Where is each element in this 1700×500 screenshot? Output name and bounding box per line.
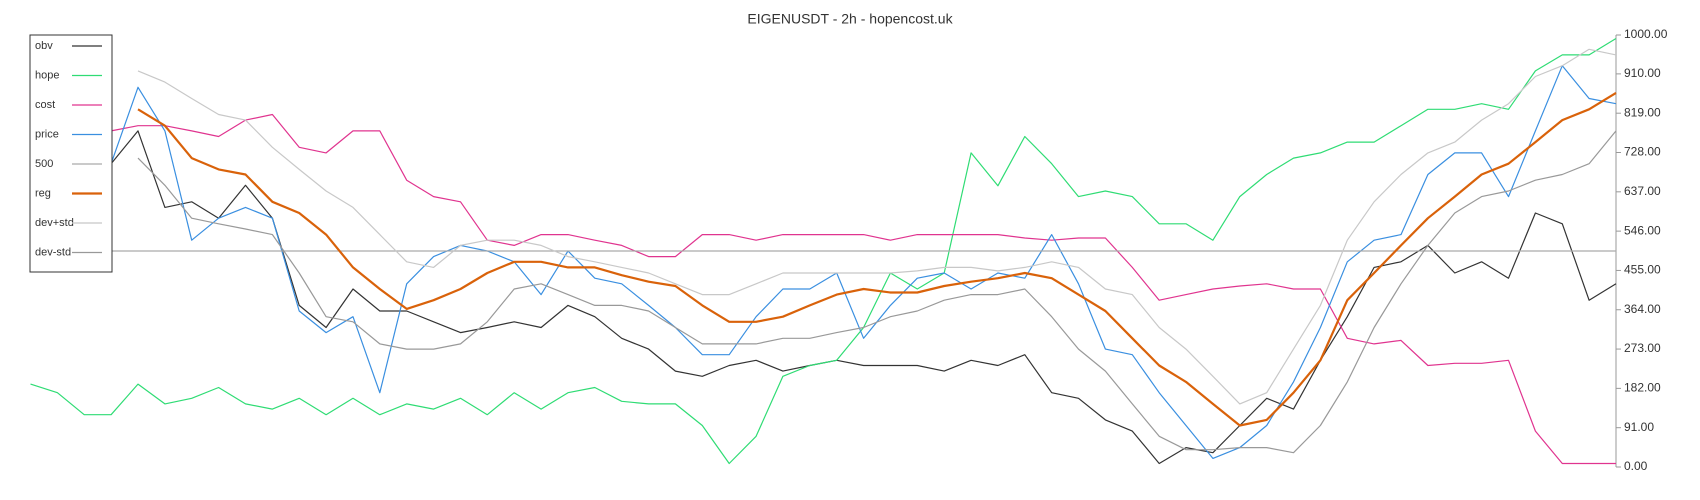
legend-label: cost [35,99,55,111]
series-line [30,37,1617,465]
series-line [137,130,1617,454]
legend-label: hope [35,69,59,81]
y-tick-label: 910.00 [1624,66,1661,80]
y-tick-label: 728.00 [1624,145,1661,159]
series-line [110,113,1616,465]
legend-label: dev+std [35,217,74,229]
y-tick-label: 455.00 [1624,263,1661,277]
series-line [110,65,1617,459]
legend-label: obv [35,40,53,52]
y-tick-label: 91.00 [1624,420,1654,434]
legend-box [29,34,113,273]
y-tick-label: 0.00 [1624,459,1648,473]
y-tick-label: 819.00 [1624,105,1661,119]
legend-label: 500 [35,158,53,170]
legend-label: dev-std [35,246,71,258]
series-line [110,130,1617,465]
y-tick-label: 637.00 [1624,184,1661,198]
y-tick-label: 273.00 [1624,341,1661,355]
series-line [137,91,1617,427]
y-tick-label: 546.00 [1624,223,1661,237]
y-tick-label: 364.00 [1624,302,1661,316]
y-tick-label: 1000.00 [1624,27,1668,41]
series-line [137,48,1617,405]
legend-label: price [35,128,59,140]
chart-title: EIGENUSDT - 2h - hopencost.uk [747,11,953,27]
y-tick-label: 182.00 [1624,381,1661,395]
legend-label: reg [35,187,51,199]
